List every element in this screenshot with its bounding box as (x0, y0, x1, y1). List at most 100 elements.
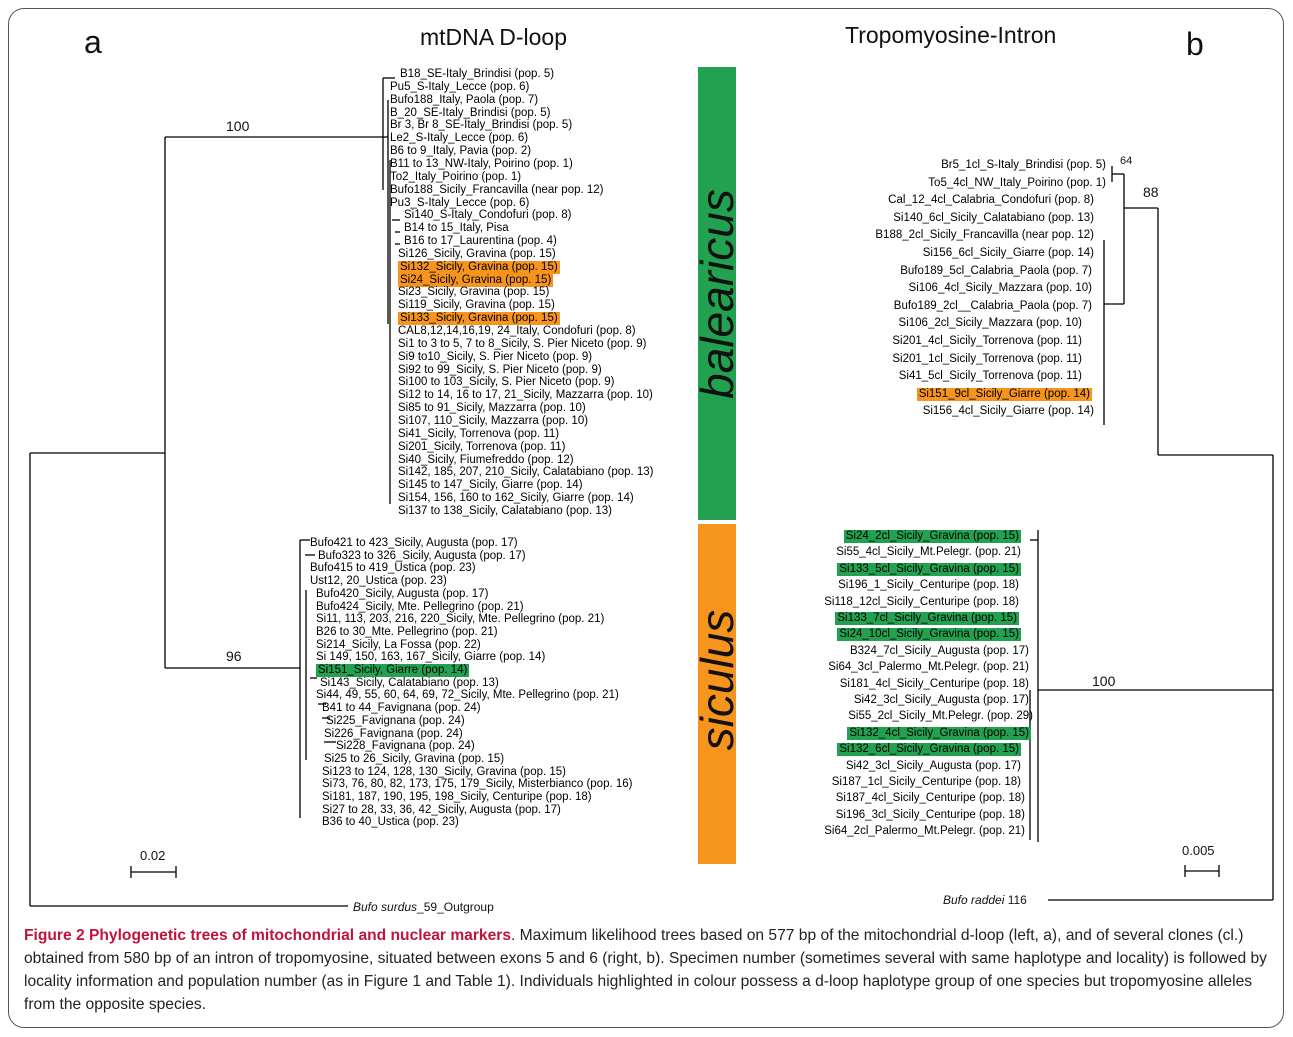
tree-tip-label: Le2_S-Italy_Lecce (pop. 6) (390, 132, 529, 145)
tree-tip-label: Si11, 113, 203, 216, 220_Sicily, Mte. Pe… (316, 613, 605, 626)
bootstrap-96: 96 (226, 648, 242, 664)
tree-tip-label: Si140_S-Italy_Condofuri (pop. 8) (404, 209, 572, 222)
tree-tip-label: Ust12, 20_Ustica (pop. 23) (310, 575, 447, 588)
tree-tip-label: Bufo189_5cl_Calabria_Paola (pop. 7) (900, 264, 1092, 277)
caption-title: Figure 2 Phylogenetic trees of mitochond… (24, 927, 512, 944)
tree-tip-label: To5_4cl_NW_Italy_Poirino (pop. 1) (928, 176, 1106, 189)
tree-tip-label: Si154, 156, 160 to 162_Sicily, Giarre (p… (398, 492, 634, 505)
tree-tip-label: Si44, 49, 55, 60, 64, 69, 72_Sicily, Mte… (316, 689, 619, 702)
scale-label-b: 0.005 (1182, 843, 1215, 858)
tree-tip-label: Si187_1cl_Sicily_Centuripe (pop. 18) (831, 776, 1021, 788)
tree-tip-label: Bufo415 to 419_Ustica (pop. 23) (310, 562, 476, 575)
tree-tip-label: Si119_Sicily, Gravina (pop. 15) (398, 299, 555, 312)
tree-tip-label: Si132_Sicily, Gravina (pop. 15) (398, 260, 560, 274)
tree-tip-label: Si201_1cl_Sicily_Torrenova (pop. 11) (892, 352, 1082, 365)
tree-tip-label: Si228_Favignana (pop. 24) (336, 740, 475, 753)
tree-tip-label: Si133_5cl_Sicily_Gravina (pop. 15) (837, 562, 1021, 576)
tree-tip-label: Si145 to 147_Sicily, Giarre (pop. 14) (398, 479, 583, 492)
outgroup-b: Bufo raddei 116 (943, 893, 1027, 907)
siculus-label: siculus (691, 609, 743, 751)
tree-tip-label: B26 to 30_Mte. Pellegrino (pop. 21) (316, 625, 498, 638)
tree-tip-label: B11 to 13_NW-Italy, Poirino (pop. 1) (390, 157, 573, 170)
tree-tip-label: Si92 to 99_Sicily, S. Pier Niceto (pop. … (398, 363, 602, 376)
tree-tip-label: B6 to 9_Italy, Pavia (pop. 2) (390, 145, 532, 158)
tree-tip-label: Si140_6cl_Sicily_Calatabiano (pop. 13) (893, 211, 1094, 224)
tree-tip-label: To2_Italy_Poirino (pop. 1) (390, 170, 522, 183)
bootstrap-64: 64 (1120, 155, 1133, 167)
tree-tip-label: Si41_Sicily, Torrenova (pop. 11) (398, 427, 560, 440)
caption-text: . Maximum likelihood trees based on 577 … (24, 927, 1267, 1013)
tree-tip-label: Si196_3cl_Sicily_Centuripe (pop. 18) (835, 808, 1025, 821)
panel-a-title: mtDNA D-loop (420, 24, 567, 50)
siculus-clade-bar (698, 524, 736, 864)
tree-tip-label: Pu3_S-Italy_Lecce (pop. 6) (390, 196, 530, 209)
tree-tip-label: Si100 to 103_Sicily, S. Pier Niceto (pop… (398, 376, 615, 389)
tree-tip-label: Si133_Sicily, Gravina (pop. 15) (398, 312, 560, 326)
tree-tip-label: Si55_2cl_Sicily_Mt.Pelegr. (pop. 29) (848, 710, 1033, 723)
tree-tip-label: Si226_Favignana (pop. 24) (324, 727, 463, 740)
tree-tip-label: Bufo420_Sicily, Augusta (pop. 17) (316, 587, 489, 600)
tree-tip-label: Si24_10cl_Sicily_Gravina (pop. 15) (837, 628, 1021, 642)
tree-tip-label: B16 to 17_Laurentina (pop. 4) (404, 235, 557, 248)
tree-tip-label: Si187_4cl_Sicily_Centuripe (pop. 18) (835, 792, 1025, 805)
tree-tip-label: Si133_7cl_Sicily_Gravina (pop. 15) (835, 612, 1019, 625)
tree-tip-label: Si24_2cl_Sicily_Gravina (pop. 15) (843, 530, 1021, 543)
tree-tip-label: Si196_1_Sicily_Centuripe (pop. 18) (838, 579, 1019, 592)
balearicus-clade-bar (698, 67, 736, 520)
tree-tip-label: Si106_2cl_Sicily_Mazzara (pop. 10) (898, 317, 1082, 330)
outgroup-a: Bufo surdus_59_Outgroup (353, 900, 494, 914)
tree-tip-label: Si143_Sicily, Calatabiano (pop. 13) (320, 676, 499, 689)
tree-tip-label: Si107, 110_Sicily, Mazzarra (pop. 10) (398, 414, 589, 427)
bootstrap-100-b: 100 (1092, 673, 1116, 689)
figure-frame (8, 8, 1284, 1028)
tree-tip-label: Bufo188_Sicily_Francavilla (near pop. 12… (390, 183, 604, 196)
tree-tip-label: Br5_1cl_S-Italy_Brindisi (pop. 5) (941, 159, 1106, 171)
outgroup-b-species: Bufo raddei (943, 893, 1005, 907)
tree-tip-label: Pu5_S-Italy_Lecce (pop. 6) (390, 80, 530, 93)
tree-tip-label: Si118_12cl_Sicily_Centuripe (pop. 18) (824, 595, 1019, 608)
tree-tip-label: B36 to 40_Ustica (pop. 23) (322, 816, 459, 829)
tree-tip-label: Si151_9cl_Sicily_Giarre (pop. 14) (916, 387, 1092, 401)
tree-tip-label: Cal_12_4cl_Calabria_Condofuri (pop. 8) (888, 194, 1094, 207)
panel-a-letter: a (84, 24, 102, 60)
tree-tip-label: Si73, 76, 80, 82, 173, 175, 179_Sicily, … (322, 778, 633, 791)
tree-tip-label: Si42_3cl_Sicily_Augusta (pop. 17) (845, 759, 1021, 772)
tree-tip-label: Si64_2cl_Palermo_Mt.Pelegr. (pop. 21) (824, 825, 1025, 838)
tree-tip-label: Si156_6cl_Sicily_Giarre (pop. 14) (922, 247, 1094, 259)
tree-tip-label: Si24_Sicily, Gravina (pop. 15) (398, 273, 554, 287)
balearicus-label: balearicus (691, 189, 743, 399)
tree-tip-label: Si 149, 150, 163, 167_Sicily, Giarre (po… (316, 651, 546, 664)
tree-tip-label: Si181, 187, 190, 195, 198_Sicily, Centur… (322, 791, 592, 803)
tree-tip-label: Bufo188_Italy, Paola (pop. 7) (390, 93, 539, 106)
bootstrap-100-a: 100 (226, 118, 250, 134)
panel-b-title: Tropomyosine-Intron (845, 22, 1057, 48)
tree-tip-label: Si126_Sicily, Gravina (pop. 15) (398, 247, 556, 260)
tree-tip-label: Si181_4cl_Sicily_Centuripe (pop. 18) (839, 677, 1029, 690)
outgroup-b-suffix: 116 (1004, 893, 1027, 907)
bootstrap-88: 88 (1143, 184, 1159, 200)
tree-tip-label: Bufo189_2cl__Calabria_Paola (pop. 7) (893, 299, 1092, 312)
tree-tip-label: B14 to 15_Italy, Pisa (404, 222, 509, 235)
tree-tip-label: Si1 to 3 to 5, 7 to 8_Sicily, S. Pier Ni… (398, 337, 647, 350)
tree-tip-label: Si225_Favignana (pop. 24) (326, 714, 465, 727)
tree-tip-label: Bufo323 to 326_Sicily, Augusta (pop. 17) (318, 549, 526, 562)
tree-tip-label: Si85 to 91_Sicily, Mazzarra (pop. 10) (398, 402, 586, 415)
tree-tip-label: Si142, 185, 207, 210_Sicily, Calatabiano… (398, 466, 654, 479)
tree-tip-label: Si201_4cl_Sicily_Torrenova (pop. 11) (892, 335, 1082, 347)
tree-tip-label: Si41_5cl_Sicily_Torrenova (pop. 11) (898, 370, 1082, 383)
tree-tip-label: Si42_3cl_Sicily_Augusta (pop. 17) (853, 694, 1029, 706)
tree-tip-label: Si12 to 14, 16 to 17, 21_Sicily, Mazzarr… (398, 389, 653, 402)
tree-tip-label: Si214_Sicily, La Fossa (pop. 22) (316, 638, 481, 651)
tree-tip-label: B188_2cl_Sicily_Francavilla (near pop. 1… (875, 229, 1094, 242)
tree-tip-label: Si23_Sicily, Gravina (pop. 15) (398, 286, 550, 299)
tree-tip-label: B_20_SE-Italy_Brindisi (pop. 5) (390, 106, 551, 119)
tree-tip-label: Si40_Sicily, Fiumefreddo (pop. 12) (398, 453, 574, 466)
tree-tip-label: Si9 to10_Sicily, S. Pier Niceto (pop. 9) (398, 350, 593, 363)
outgroup-a-species: Bufo surdus (353, 900, 418, 914)
tree-tip-label: Si201_Sicily, Torrenova (pop. 11) (398, 440, 566, 453)
panel-b-letter: b (1186, 26, 1204, 62)
tree-tip-label: Si132_6cl_Sicily_Gravina (pop. 15) (837, 743, 1021, 757)
tree-tip-label: Si55_4cl_Sicily_Mt.Pelegr. (pop. 21) (836, 546, 1021, 559)
tree-tip-label: Si132_4cl_Sicily_Gravina (pop. 15) (847, 726, 1031, 740)
